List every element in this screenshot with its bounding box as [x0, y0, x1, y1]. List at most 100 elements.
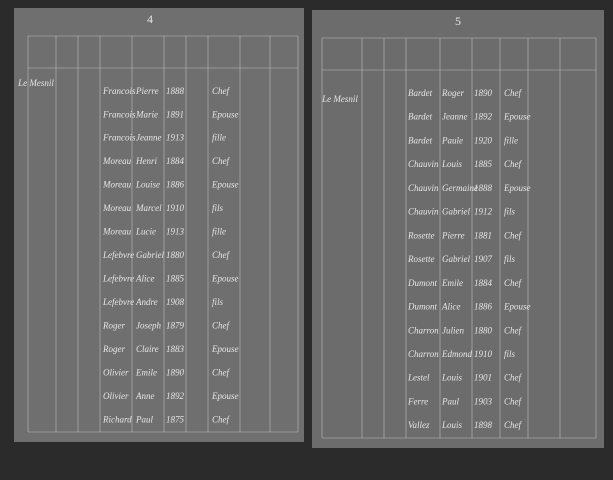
entry-year: 1881 — [474, 230, 492, 240]
entry-year: 1912 — [474, 207, 493, 217]
entry-first-name: Alice — [135, 274, 155, 284]
entry-relation: fils — [504, 254, 516, 264]
entry-year: 1886 — [474, 302, 493, 312]
entry-year: 1888 — [474, 183, 493, 193]
entry-first-name: Gabriel — [442, 207, 470, 217]
entry-relation: Chef — [504, 159, 522, 169]
entry-year: 1885 — [474, 159, 493, 169]
entry-surname: Moreau — [102, 180, 132, 190]
entry-year: 1875 — [166, 414, 185, 424]
entry-relation: Chef — [212, 86, 230, 96]
entry-relation: Chef — [504, 325, 522, 335]
entry-surname: Moreau — [102, 203, 132, 213]
entry-first-name: Paule — [441, 135, 463, 145]
entry-year: 1892 — [474, 112, 493, 122]
entry-surname: Dumont — [407, 302, 437, 312]
entry-year: 1884 — [474, 278, 493, 288]
entry-year: 1879 — [166, 320, 185, 330]
entry-relation: fils — [504, 207, 516, 217]
entry-first-name: Julien — [442, 325, 464, 335]
entry-first-name: Joseph — [136, 320, 161, 330]
entry-first-name: Lucie — [135, 227, 156, 237]
entry-year: 1890 — [166, 367, 185, 377]
entry-first-name: Marcel — [135, 203, 162, 213]
entry-relation: Epouse — [503, 112, 531, 122]
entry-first-name: Jeanne — [136, 133, 161, 143]
entry-year: 1880 — [474, 325, 493, 335]
entry-relation: fils — [212, 203, 224, 213]
entry-first-name: Henri — [135, 156, 157, 166]
entry-relation: Chef — [212, 156, 230, 166]
left-sheet — [14, 8, 304, 442]
entry-first-name: Germaine — [442, 183, 478, 193]
entry-year: 1908 — [166, 297, 185, 307]
entry-first-name: Emile — [441, 278, 463, 288]
entry-relation: fils — [212, 297, 224, 307]
entry-surname: Chauvin — [408, 159, 439, 169]
entry-first-name: Emile — [135, 367, 157, 377]
entry-surname: Roger — [102, 320, 125, 330]
entry-year: 1903 — [474, 396, 493, 406]
entry-surname: Vallez — [408, 420, 430, 430]
entry-relation: Chef — [504, 88, 522, 98]
entry-relation: Chef — [504, 230, 522, 240]
entry-first-name: Jeanne — [442, 112, 467, 122]
entry-relation: Chef — [504, 278, 522, 288]
entry-year: 1907 — [474, 254, 493, 264]
page-number: 5 — [455, 14, 461, 28]
entry-surname: Olivier — [103, 367, 129, 377]
entry-surname: Bardet — [408, 135, 433, 145]
entry-year: 1901 — [474, 373, 492, 383]
entry-relation: Chef — [504, 420, 522, 430]
entry-surname: Ferre — [407, 396, 428, 406]
entry-year: 1890 — [474, 88, 493, 98]
entry-surname: Francois — [102, 109, 136, 119]
entry-first-name: Gabriel — [136, 250, 164, 260]
entry-year: 1898 — [474, 420, 493, 430]
entry-first-name: Louis — [441, 373, 463, 383]
entry-surname: Chauvin — [408, 207, 439, 217]
entry-surname: Richard — [102, 414, 132, 424]
entry-relation: Epouse — [211, 344, 239, 354]
entry-first-name: Louis — [441, 159, 463, 169]
entry-first-name: Paul — [441, 396, 459, 406]
entry-relation: fille — [504, 135, 518, 145]
entry-relation: Chef — [504, 373, 522, 383]
entry-surname: Moreau — [102, 227, 132, 237]
entry-relation: Epouse — [503, 302, 531, 312]
entry-first-name: Gabriel — [442, 254, 470, 264]
entry-relation: Chef — [212, 320, 230, 330]
entry-year: 1880 — [166, 250, 185, 260]
entry-first-name: Marie — [135, 109, 158, 119]
entry-surname: Dumont — [407, 278, 437, 288]
entry-first-name: Pierre — [441, 230, 465, 240]
entry-surname: Rosette — [407, 254, 435, 264]
entry-surname: Lefebvre — [102, 297, 134, 307]
entry-year: 1883 — [166, 344, 185, 354]
entry-year: 1892 — [166, 391, 185, 401]
entry-surname: Bardet — [408, 112, 433, 122]
entry-relation: Epouse — [211, 391, 239, 401]
entry-relation: fils — [504, 349, 516, 359]
entry-surname: Bardet — [408, 88, 433, 98]
entry-first-name: Pierre — [135, 86, 159, 96]
entry-first-name: Roger — [441, 88, 464, 98]
entry-relation: Epouse — [503, 183, 531, 193]
ruling — [27, 35, 597, 439]
entry-year: 1886 — [166, 180, 185, 190]
page-number: 4 — [147, 12, 153, 26]
entry-first-name: Edmond — [441, 349, 472, 359]
entry-surname: Lefebvre — [102, 250, 134, 260]
entry-surname: Francois — [102, 133, 136, 143]
entry-surname: Charron — [408, 349, 439, 359]
entry-surname: Lestel — [407, 373, 430, 383]
entry-surname: Roger — [102, 344, 125, 354]
entry-relation: Epouse — [211, 109, 239, 119]
entry-relation: Chef — [212, 414, 230, 424]
entry-relation: Chef — [212, 250, 230, 260]
entry-year: 1920 — [474, 135, 493, 145]
entry-year: 1910 — [474, 349, 493, 359]
locality: Le Mesnil — [17, 78, 54, 88]
